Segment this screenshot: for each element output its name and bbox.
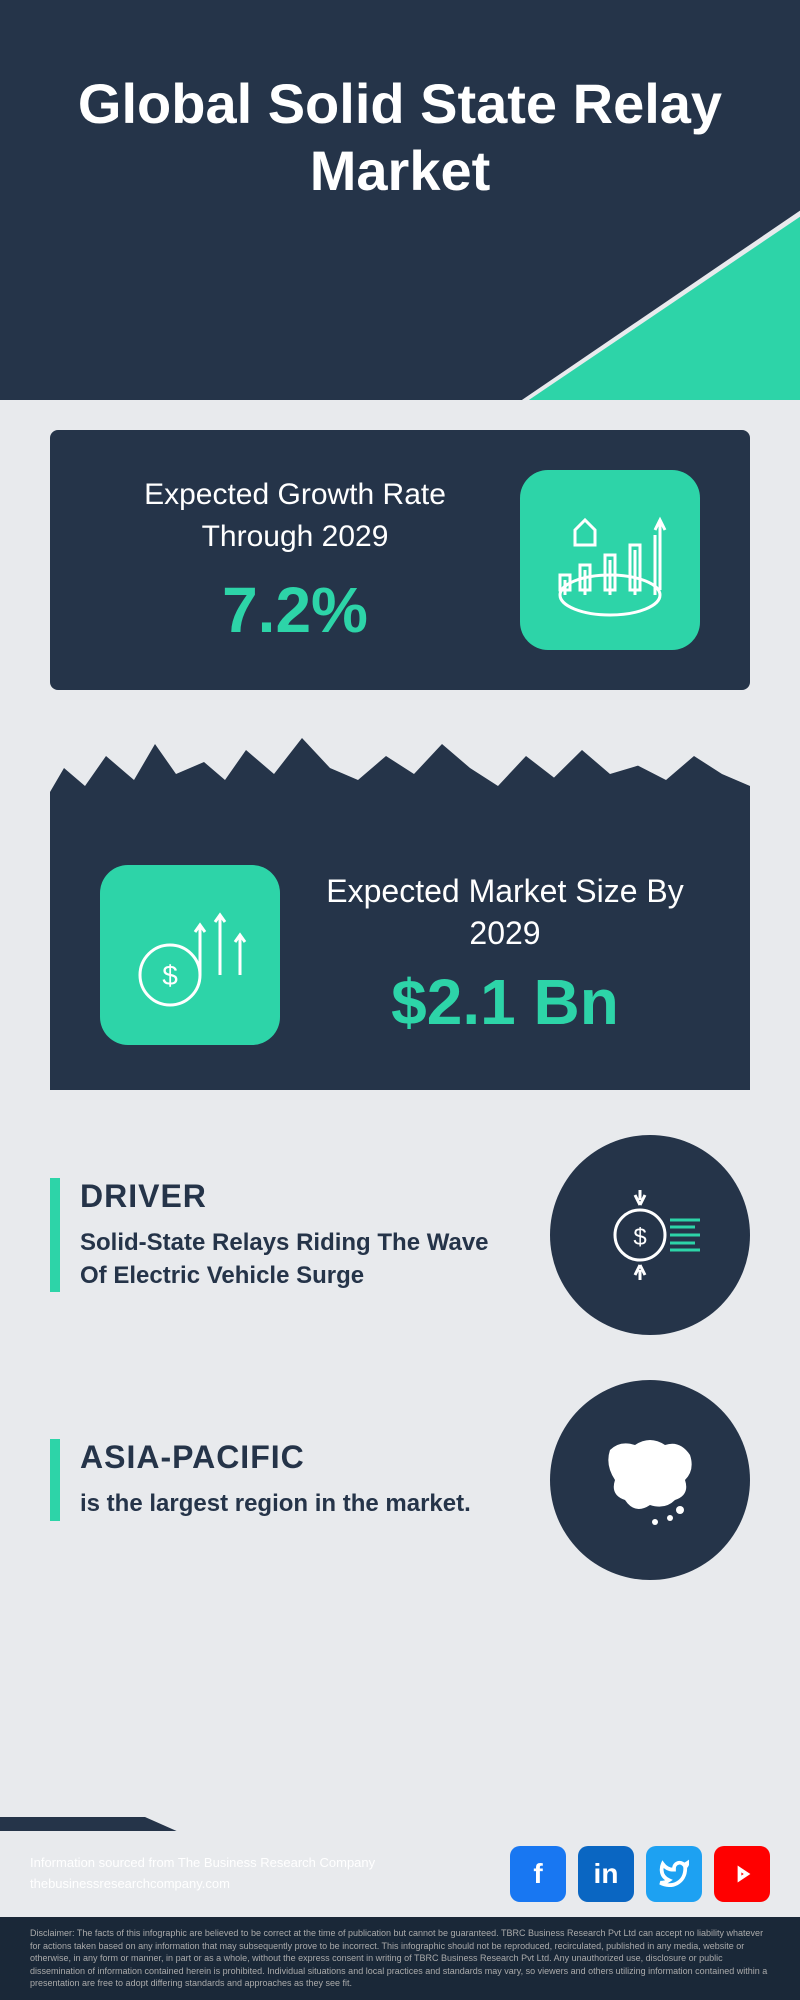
region-title: ASIA-PACIFIC (80, 1439, 520, 1476)
linkedin-icon[interactable]: in (578, 1846, 634, 1902)
growth-icon (520, 470, 700, 650)
driver-title: DRIVER (80, 1178, 520, 1215)
footer-source: Information sourced from The Business Re… (30, 1853, 375, 1895)
size-icon: $ (100, 865, 280, 1045)
skyline-decoration (50, 720, 750, 840)
growth-label: Expected Growth Rate Through 2029 (100, 474, 490, 558)
size-card: $ Expected Market Size By 2029 $2.1 Bn (50, 835, 750, 1090)
page-title: Global Solid State Relay Market (0, 0, 800, 204)
header-section: Global Solid State Relay Market (0, 0, 800, 400)
size-label: Expected Market Size By 2029 (310, 871, 700, 954)
svg-text:$: $ (162, 960, 178, 991)
source-line2: thebusinessresearchcompany.com (30, 1874, 375, 1895)
driver-icon: $ (550, 1135, 750, 1335)
region-desc: is the largest region in the market. (80, 1488, 520, 1520)
youtube-icon[interactable] (714, 1846, 770, 1902)
source-line1: Information sourced from The Business Re… (30, 1853, 375, 1874)
driver-text: DRIVER Solid-State Relays Riding The Wav… (50, 1178, 520, 1292)
disclaimer-text: Disclaimer: The facts of this infographi… (0, 1917, 800, 2000)
facebook-icon[interactable]: f (510, 1846, 566, 1902)
svg-text:$: $ (633, 1224, 646, 1251)
driver-row: DRIVER Solid-State Relays Riding The Wav… (50, 1135, 750, 1335)
size-text: Expected Market Size By 2029 $2.1 Bn (310, 871, 700, 1038)
region-text: ASIA-PACIFIC is the largest region in th… (50, 1439, 520, 1520)
region-icon (550, 1380, 750, 1580)
growth-card: Expected Growth Rate Through 2029 7.2% (50, 430, 750, 690)
size-value: $2.1 Bn (310, 965, 700, 1039)
growth-value: 7.2% (100, 573, 490, 647)
region-row: ASIA-PACIFIC is the largest region in th… (50, 1380, 750, 1580)
twitter-icon[interactable] (646, 1846, 702, 1902)
social-icons: f in (510, 1846, 770, 1902)
growth-text: Expected Growth Rate Through 2029 7.2% (100, 474, 490, 647)
footer-section: Information sourced from The Business Re… (0, 1817, 800, 2000)
driver-desc: Solid-State Relays Riding The Wave Of El… (80, 1227, 520, 1292)
